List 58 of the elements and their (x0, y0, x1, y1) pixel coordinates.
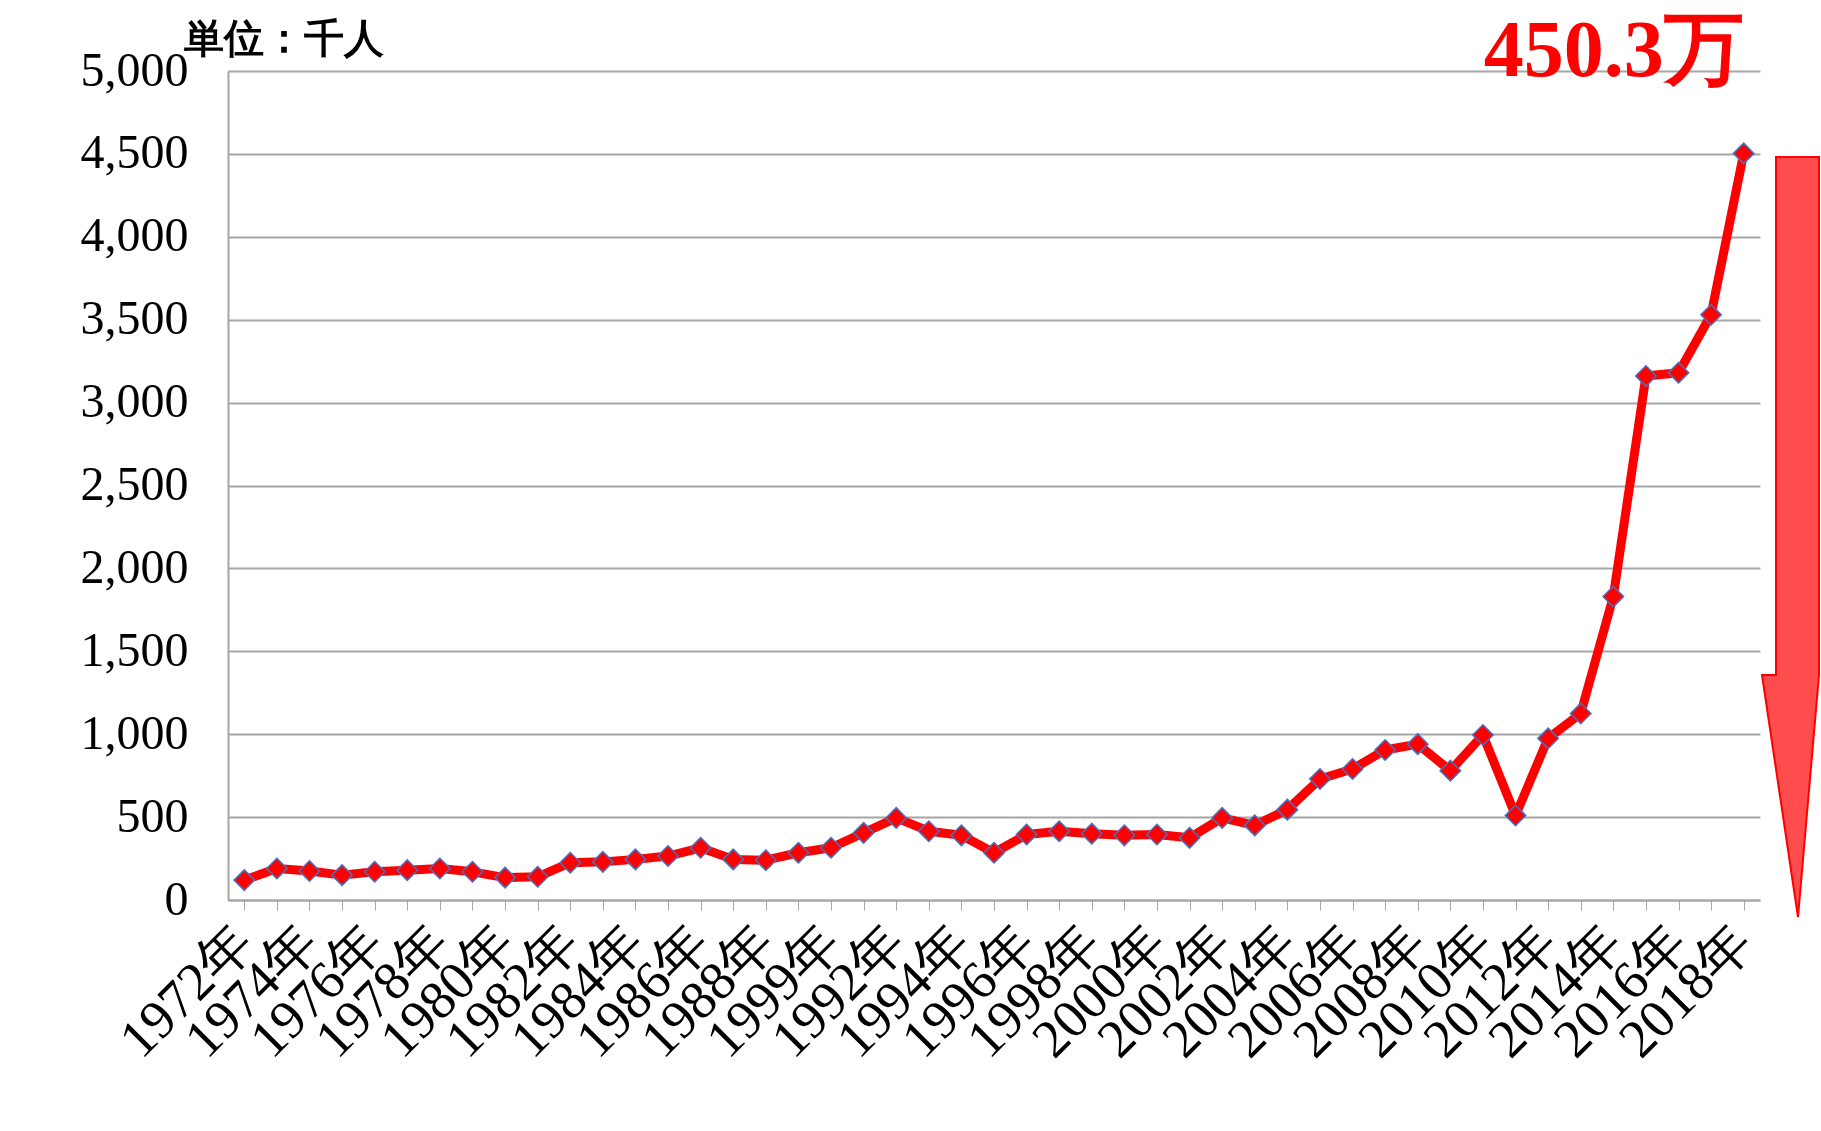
point (624, 848, 647, 871)
y-tick-label: 4,000 (80, 208, 189, 262)
point (754, 849, 777, 872)
point (526, 865, 549, 888)
point (983, 841, 1005, 864)
point (1667, 361, 1690, 384)
point (885, 806, 908, 829)
point (1471, 724, 1494, 747)
point (1374, 738, 1397, 761)
point (1602, 585, 1625, 608)
point (1439, 759, 1462, 782)
point (1178, 826, 1201, 849)
point (917, 820, 940, 843)
point (1732, 142, 1755, 165)
point (820, 836, 843, 859)
y-tick-label: 1,500 (80, 622, 189, 676)
y-tick-label: 2,000 (80, 539, 189, 593)
point (428, 857, 451, 880)
point (396, 859, 419, 882)
y-tick-label: 3,500 (80, 291, 189, 345)
y-tick-label: 1,000 (80, 705, 189, 759)
annotation: 450.3万 (1483, 5, 1744, 94)
point (559, 851, 582, 874)
point (233, 869, 256, 892)
point (1504, 804, 1527, 827)
y-tick-label: 4,500 (80, 125, 189, 179)
point (1276, 798, 1299, 821)
point (722, 848, 745, 871)
point (1308, 767, 1331, 790)
point (1243, 814, 1266, 837)
y-tick-label: 3,000 (80, 374, 189, 428)
y-tick-label: 2,500 (80, 457, 189, 510)
point (787, 841, 810, 864)
point (591, 850, 614, 873)
point (1406, 733, 1429, 756)
point (1113, 824, 1136, 847)
point (494, 866, 517, 889)
point (461, 860, 484, 883)
point (1537, 727, 1560, 750)
point (689, 836, 712, 859)
point (1569, 702, 1592, 725)
point (1080, 822, 1103, 845)
point (950, 824, 973, 847)
point (1015, 823, 1038, 846)
y-tick-label: 500 (116, 788, 189, 842)
point (331, 864, 354, 887)
point (1145, 823, 1168, 846)
point (1048, 820, 1071, 843)
point (1634, 365, 1657, 388)
point (1341, 758, 1364, 781)
y-tick-label: 0 (164, 871, 189, 925)
point (363, 860, 386, 883)
point (265, 857, 288, 880)
point (1211, 806, 1234, 829)
point (657, 845, 680, 868)
point (1700, 303, 1723, 326)
point (852, 821, 875, 844)
point (298, 859, 321, 882)
